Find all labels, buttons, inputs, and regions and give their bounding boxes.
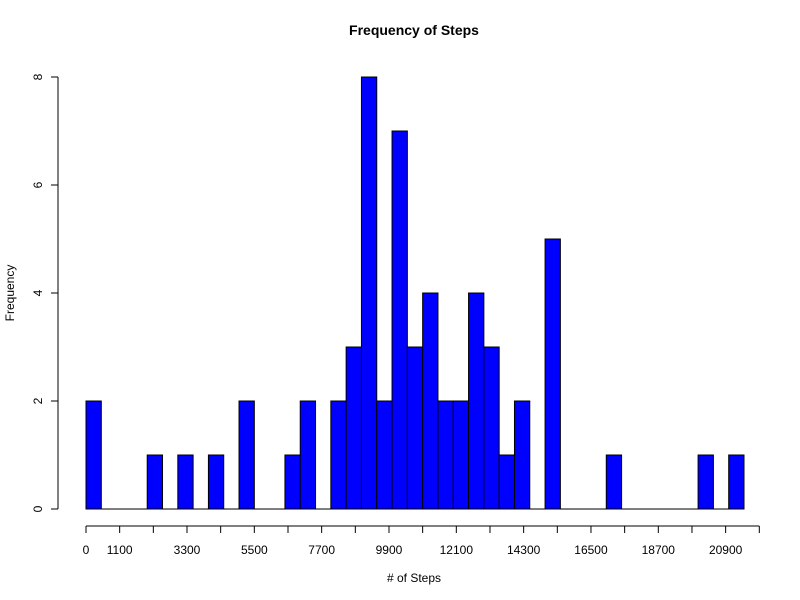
histogram-bar	[498, 454, 515, 510]
histogram-bar	[391, 130, 408, 510]
y-tick-label: 0	[31, 505, 45, 512]
x-tick-label: 3300	[174, 543, 201, 557]
histogram-bar	[406, 346, 424, 510]
histogram-bar	[376, 400, 393, 510]
y-tick-label: 4	[31, 289, 45, 296]
histogram-bar	[146, 454, 164, 510]
y-axis-label: Frequency	[3, 265, 17, 322]
x-tick-label: 16500	[574, 543, 608, 557]
histogram-bar	[299, 400, 317, 510]
y-tick-label: 8	[31, 73, 45, 80]
x-tick-label: 12100	[440, 543, 474, 557]
x-tick-label: 1100	[107, 543, 133, 557]
histogram-bar	[605, 454, 623, 510]
histogram-bar	[345, 346, 362, 510]
chart-title: Frequency of Steps	[349, 22, 479, 38]
histogram-bar	[284, 454, 301, 510]
y-tick-label: 2	[31, 397, 45, 404]
x-axis-label: # of Steps	[387, 571, 441, 585]
histogram-bar	[544, 238, 561, 510]
histogram-bar	[728, 454, 745, 510]
histogram-bar	[360, 76, 378, 510]
x-tick-label: 0	[83, 543, 90, 557]
bars-group	[85, 76, 745, 510]
histogram-bar	[483, 346, 500, 510]
x-tick-label: 18700	[642, 543, 676, 557]
histogram-bar	[513, 400, 531, 510]
x-axis: 0 1100 3300 5500 7700 9900 12100 14300 16500 1870…	[83, 525, 760, 557]
histogram-bar	[238, 400, 255, 510]
histogram-bar	[422, 292, 439, 510]
histogram-bar	[330, 400, 347, 510]
histogram-bar	[177, 454, 194, 510]
y-axis: 0 2 4 6 8	[31, 73, 59, 512]
histogram-bar	[452, 400, 470, 510]
x-tick-label: 14300	[507, 543, 541, 557]
x-tick-label: 7700	[308, 543, 335, 557]
y-tick-label: 6	[31, 181, 45, 188]
histogram-bar	[468, 292, 485, 510]
x-tick-label: 20900	[709, 543, 743, 557]
histogram-bar	[437, 400, 454, 510]
x-tick-label: 9900	[376, 543, 403, 557]
x-tick-label: 5500	[241, 543, 268, 557]
histogram-bar	[697, 454, 714, 510]
histogram-bar	[85, 400, 102, 510]
histogram-bar	[207, 454, 225, 510]
